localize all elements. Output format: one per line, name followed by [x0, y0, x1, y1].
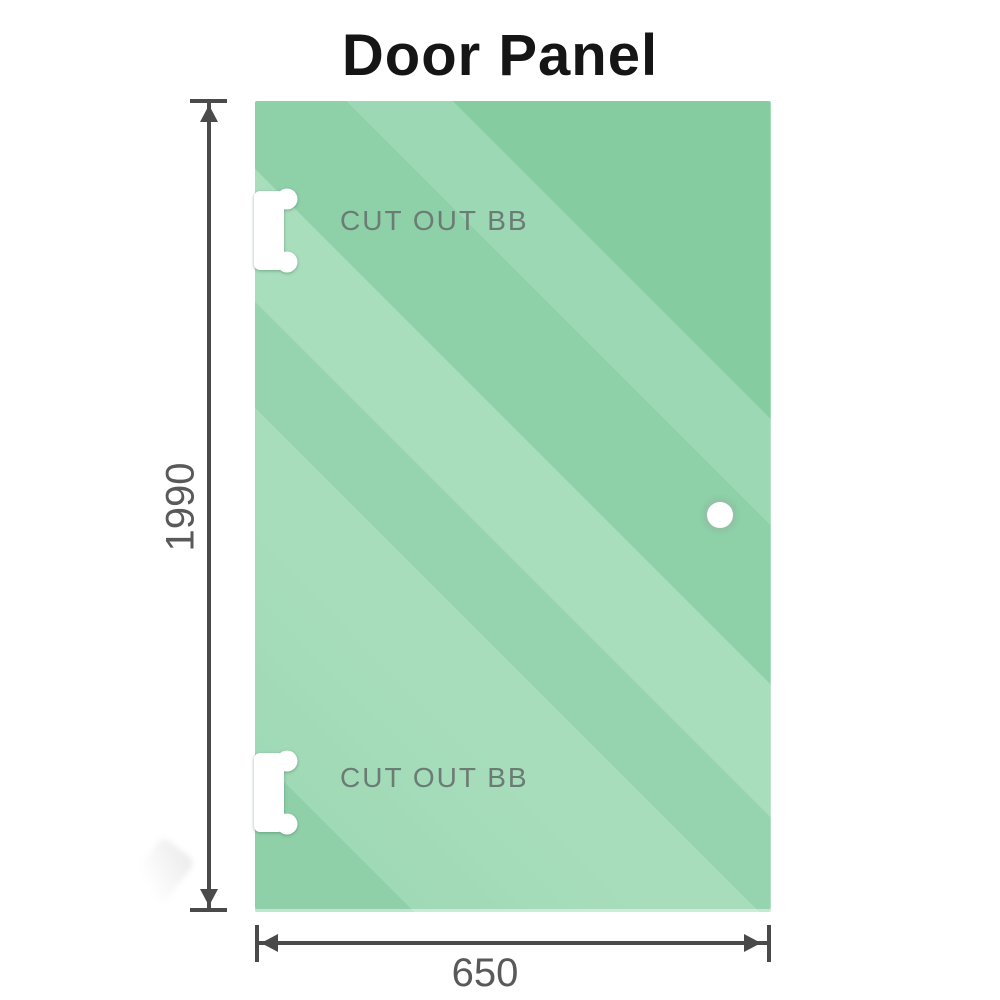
arrow-down-icon	[200, 889, 218, 906]
dimension-tick-right	[767, 925, 771, 962]
height-value-label: 1990	[158, 462, 203, 552]
cutout-hole-top	[276, 750, 298, 772]
cutout-label-bottom: CUT OUT BB	[340, 762, 529, 793]
page-title: Door Panel	[341, 23, 659, 88]
glass-panel: CUT OUT BB CUT OUT BB	[254, 101, 771, 912]
hinge-cutout-top	[254, 188, 298, 273]
cutout-hole-bottom	[276, 251, 298, 273]
width-value-label: 650	[451, 951, 519, 995]
arrow-up-icon	[200, 105, 218, 122]
arrow-right-icon	[744, 934, 761, 952]
arrow-left-icon	[261, 934, 278, 952]
dimension-tick-top	[190, 99, 227, 103]
artifact-smudge	[122, 836, 196, 914]
hinge-cutout-shape	[254, 750, 298, 835]
cutout-hole-top	[276, 188, 298, 210]
hinge-cutout-bottom	[254, 750, 298, 835]
handle-hole	[707, 502, 733, 528]
dimension-tick-bottom	[190, 908, 227, 912]
cutout-rect	[254, 191, 284, 270]
hinge-cutout-shape	[254, 188, 298, 273]
cutout-rect	[254, 753, 284, 832]
dimension-line-horizontal	[257, 941, 769, 945]
cutout-hole-bottom	[276, 813, 298, 835]
dimension-line-vertical	[207, 102, 211, 910]
cutout-label-top: CUT OUT BB	[340, 205, 529, 236]
